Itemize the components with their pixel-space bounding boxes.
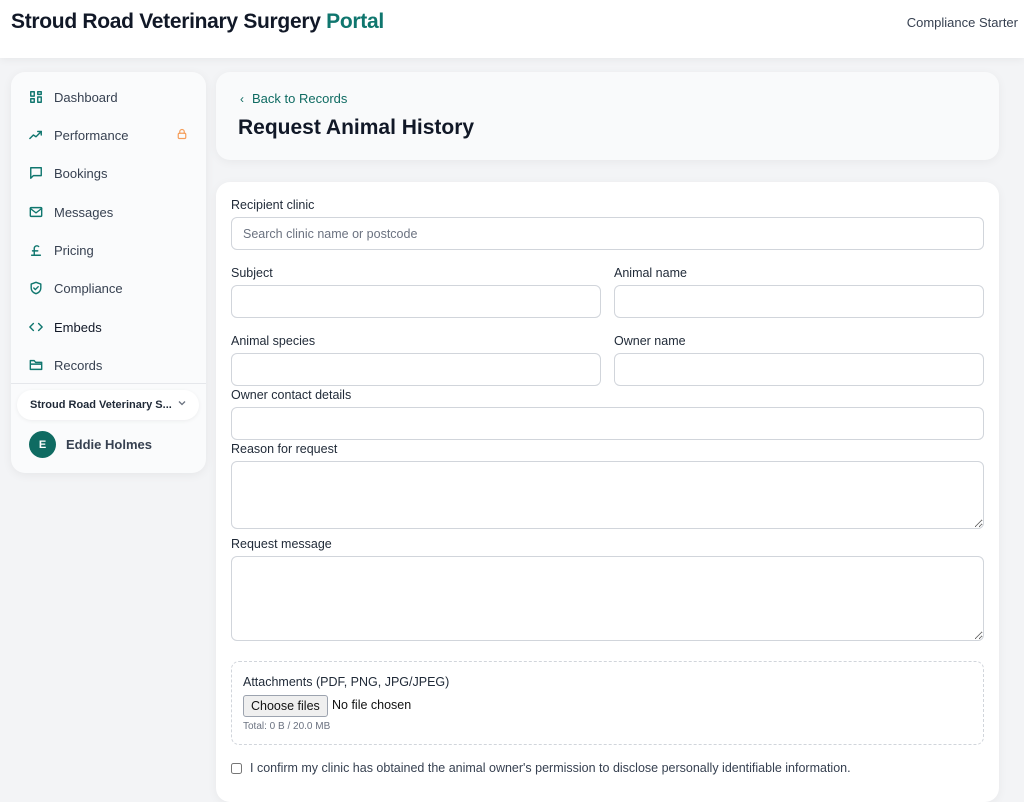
choose-files-button[interactable]: Choose files xyxy=(243,695,328,717)
attachments-box: Attachments (PDF, PNG, JPG/JPEG) Choose … xyxy=(231,661,984,745)
user-profile[interactable]: E Eddie Holmes xyxy=(29,431,152,458)
attachments-label: Attachments (PDF, PNG, JPG/JPEG) xyxy=(243,675,450,689)
top-bar: Stroud Road Veterinary Surgery Portal Co… xyxy=(0,0,1024,58)
species-label: Animal species xyxy=(231,334,316,348)
animal-name-label: Animal name xyxy=(614,266,687,280)
sidebar: Dashboard Performance Bookings Messages … xyxy=(11,72,206,473)
message-label: Request message xyxy=(231,537,332,551)
page-title: Request Animal History xyxy=(238,116,475,139)
chevron-left-icon: ‹ xyxy=(240,91,244,106)
sidebar-item-messages[interactable]: Messages xyxy=(11,193,206,231)
sidebar-item-compliance[interactable]: Compliance xyxy=(11,269,206,307)
sidebar-item-dashboard[interactable]: Dashboard xyxy=(11,78,206,116)
file-status: No file chosen xyxy=(332,698,412,712)
reason-label: Reason for request xyxy=(231,442,338,456)
pound-icon xyxy=(30,245,42,256)
confirm-checkbox[interactable] xyxy=(231,762,242,774)
sidebar-item-performance[interactable]: Performance xyxy=(11,116,206,154)
confirm-permission[interactable]: I confirm my clinic has obtained the ani… xyxy=(231,761,851,775)
recipient-label: Recipient clinic xyxy=(231,198,315,212)
trending-up-icon xyxy=(29,130,42,140)
reason-textarea[interactable] xyxy=(231,461,984,529)
plan-label: Compliance Starter xyxy=(906,15,1018,30)
mail-icon xyxy=(29,206,43,218)
code-icon xyxy=(29,322,43,332)
lock-icon xyxy=(176,128,188,143)
sidebar-item-pricing[interactable]: Pricing xyxy=(11,231,206,269)
sidebar-item-embeds[interactable]: Embeds xyxy=(11,308,206,346)
attachments-total: Total: 0 B / 20.0 MB xyxy=(243,721,331,732)
clinic-selector[interactable]: Stroud Road Veterinary S... xyxy=(17,390,199,420)
page-header: ‹ Back to Records Request Animal History xyxy=(216,72,999,160)
owner-name-label: Owner name xyxy=(614,334,686,348)
chevron-down-icon xyxy=(178,401,186,406)
avatar: E xyxy=(29,431,56,458)
brand-title: Stroud Road Veterinary Surgery Portal xyxy=(11,10,384,33)
user-name: Eddie Holmes xyxy=(66,437,152,452)
recipient-clinic-input[interactable] xyxy=(231,217,984,250)
animal-species-input[interactable] xyxy=(231,353,601,386)
sidebar-divider xyxy=(11,383,206,384)
owner-contact-input[interactable] xyxy=(231,407,984,440)
folder-icon xyxy=(29,359,43,371)
request-form: Recipient clinic Subject Animal name Ani… xyxy=(216,182,999,802)
grid-icon xyxy=(30,91,42,103)
back-link[interactable]: ‹ Back to Records xyxy=(240,91,348,106)
subject-label: Subject xyxy=(231,266,273,280)
subject-input[interactable] xyxy=(231,285,601,318)
owner-contact-label: Owner contact details xyxy=(231,388,352,402)
owner-name-input[interactable] xyxy=(614,353,984,386)
sidebar-item-records[interactable]: Records xyxy=(11,346,206,384)
chat-icon xyxy=(30,167,42,179)
animal-name-input[interactable] xyxy=(614,285,984,318)
sidebar-item-bookings[interactable]: Bookings xyxy=(11,154,206,192)
shield-icon xyxy=(30,281,42,295)
message-textarea[interactable] xyxy=(231,556,984,641)
